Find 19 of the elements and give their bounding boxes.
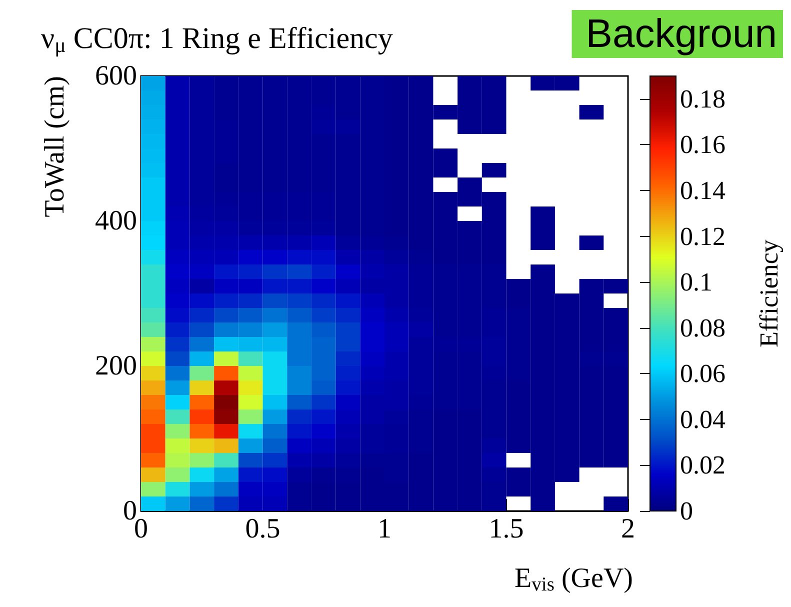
- x-tick-label: 1: [378, 514, 392, 544]
- y-axis-title: ToWall (cm): [40, 76, 70, 218]
- x-tick-label: 0.5: [245, 514, 280, 544]
- text: Backgroun: [586, 12, 778, 56]
- color-bar-label: 0.02: [680, 450, 726, 480]
- color-bar-label: 0.14: [680, 176, 726, 205]
- x-tick-label: 2: [621, 514, 635, 544]
- color-bar-label: 0.12: [680, 222, 726, 251]
- color-bar-label: 0.16: [680, 130, 726, 160]
- color-bar-label: 0.1: [680, 268, 712, 297]
- x-tick-label: 1.5: [488, 514, 524, 544]
- color-bar-label: 0.18: [680, 84, 726, 114]
- y-tick-label: 400: [95, 206, 137, 236]
- y-tick-label: 200: [95, 350, 137, 382]
- y-tick-label: 600: [95, 60, 137, 92]
- color-bar-title: Efficiency: [754, 240, 784, 348]
- color-bar-label: 0.08: [680, 313, 726, 342]
- color-bar-label: 0.06: [680, 359, 726, 388]
- color-bar-label: 0.04: [680, 404, 726, 434]
